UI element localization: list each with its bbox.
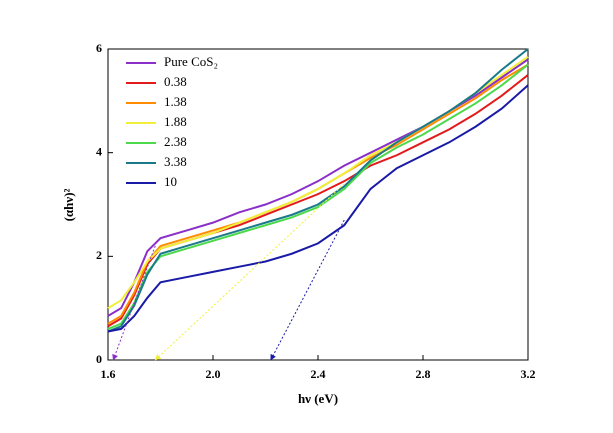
y-tick-label: 0	[96, 352, 102, 366]
series-line	[107, 63, 529, 330]
legend-label: 3.38	[164, 154, 187, 169]
x-tick-label: 1.6	[101, 367, 116, 381]
legend-label: 1.38	[164, 94, 187, 109]
x-tick-label: 2.0	[206, 367, 221, 381]
x-tick-label: 2.4	[311, 367, 326, 381]
tangent-line	[270, 219, 345, 361]
series-line	[107, 48, 529, 333]
series-line	[107, 74, 529, 328]
legend-label: 1.88	[164, 114, 187, 129]
legend-label: 10	[164, 174, 177, 189]
legend-label: Pure CoS₂	[164, 54, 218, 69]
series-line	[107, 84, 529, 333]
y-tick-label: 6	[96, 41, 102, 55]
tangent-line	[112, 245, 156, 361]
legend-label: 0.38	[164, 74, 187, 89]
y-tick-label: 2	[96, 248, 102, 262]
tangent-line	[154, 183, 345, 361]
x-axis-label: hν (eV)	[298, 391, 338, 406]
legend-label: 2.38	[164, 134, 187, 149]
x-tick-label: 2.8	[416, 367, 431, 381]
y-tick-label: 4	[96, 144, 102, 158]
x-tick-label: 3.2	[521, 367, 536, 381]
y-axis-label: (αhν)²	[61, 188, 76, 221]
